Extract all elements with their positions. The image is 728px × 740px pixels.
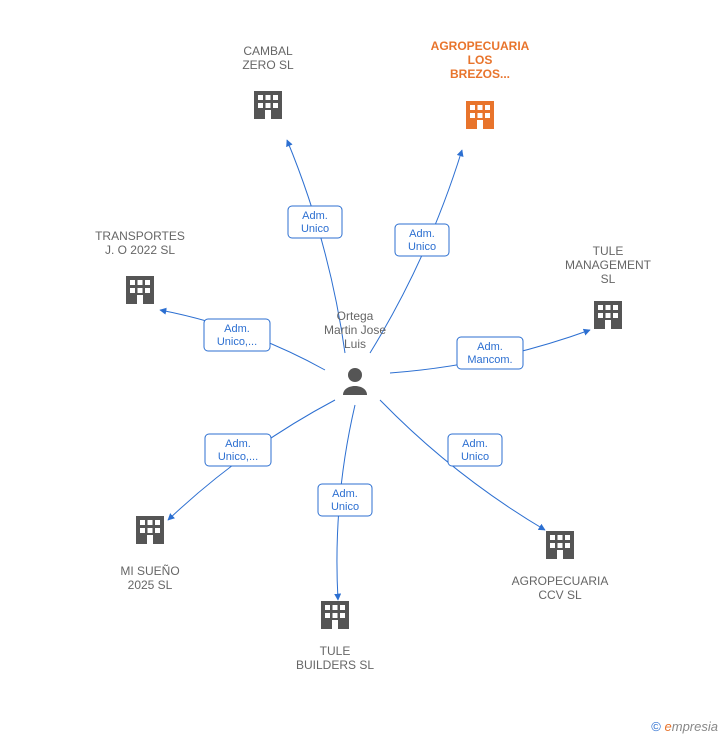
company-node-transportes[interactable]	[126, 276, 154, 304]
company-node-agro-ccv[interactable]	[546, 531, 574, 559]
edge-label-text: Unico	[408, 241, 436, 253]
center-label: Ortega	[337, 309, 374, 323]
center-person-node[interactable]	[343, 368, 367, 395]
edge-label-text: Adm.	[225, 438, 251, 450]
company-node-tule-builders[interactable]	[321, 601, 349, 629]
company-label: TRANSPORTES	[95, 229, 185, 243]
brand-rest: mpresia	[672, 719, 718, 734]
building-icon	[594, 301, 622, 329]
company-label: CCV SL	[538, 588, 582, 602]
company-label: MANAGEMENT	[565, 258, 652, 272]
brand-first-letter: e	[665, 719, 672, 734]
copyright-symbol: ©	[651, 719, 661, 734]
edge-label-cambal: Adm.Unico	[288, 206, 342, 238]
edge-label-text: Unico	[301, 223, 329, 235]
company-node-agro-brezos[interactable]	[466, 101, 494, 129]
edge-label-text: Unico,...	[217, 336, 257, 348]
company-label: LOS	[468, 53, 493, 67]
company-label: AGROPECUARIA	[431, 39, 530, 53]
edge-label-text: Adm.	[477, 341, 503, 353]
building-icon	[126, 276, 154, 304]
network-diagram: Adm.UnicoAdm.UnicoAdm.Mancom.Adm.UnicoAd…	[0, 0, 728, 740]
edge-label-tule-mgmt: Adm.Mancom.	[457, 337, 523, 369]
company-label: SL	[601, 272, 616, 286]
building-icon	[466, 101, 494, 129]
company-node-mi-sueno[interactable]	[136, 516, 164, 544]
company-label: MI SUEÑO	[120, 564, 179, 578]
edge-label-agro-ccv: Adm.Unico	[448, 434, 502, 466]
edge-label-tule-builders: Adm.Unico	[318, 484, 372, 516]
edge-label-text: Unico	[461, 451, 489, 463]
company-label: AGROPECUARIA	[512, 574, 609, 588]
edge-label-text: Adm.	[409, 228, 435, 240]
company-label: CAMBAL	[243, 44, 293, 58]
building-icon	[546, 531, 574, 559]
edge-label-text: Adm.	[462, 438, 488, 450]
edge-label-agro-brezos: Adm.Unico	[395, 224, 449, 256]
edge-label-mi-sueno: Adm.Unico,...	[205, 434, 271, 466]
edge-label-text: Unico,...	[218, 451, 258, 463]
edge-label-text: Unico	[331, 501, 359, 513]
person-icon	[343, 368, 367, 395]
company-node-tule-mgmt[interactable]	[594, 301, 622, 329]
company-node-cambal[interactable]	[254, 91, 282, 119]
center-label: Luis	[344, 337, 366, 351]
company-label: TULE	[593, 244, 624, 258]
copyright: © empresia	[651, 719, 718, 734]
edge-label-transportes: Adm.Unico,...	[204, 319, 270, 351]
company-label: BUILDERS SL	[296, 658, 374, 672]
company-label: BREZOS...	[450, 67, 510, 81]
edge-label-text: Adm.	[302, 210, 328, 222]
edge-label-text: Adm.	[224, 323, 250, 335]
edge-label-text: Adm.	[332, 488, 358, 500]
company-label: J. O 2022 SL	[105, 243, 175, 257]
company-label: TULE	[320, 644, 351, 658]
company-label: 2025 SL	[128, 578, 173, 592]
building-icon	[321, 601, 349, 629]
edge-label-text: Mancom.	[467, 354, 512, 366]
building-icon	[254, 91, 282, 119]
company-label: ZERO SL	[242, 58, 294, 72]
center-label: Martin Jose	[324, 323, 386, 337]
building-icon	[136, 516, 164, 544]
